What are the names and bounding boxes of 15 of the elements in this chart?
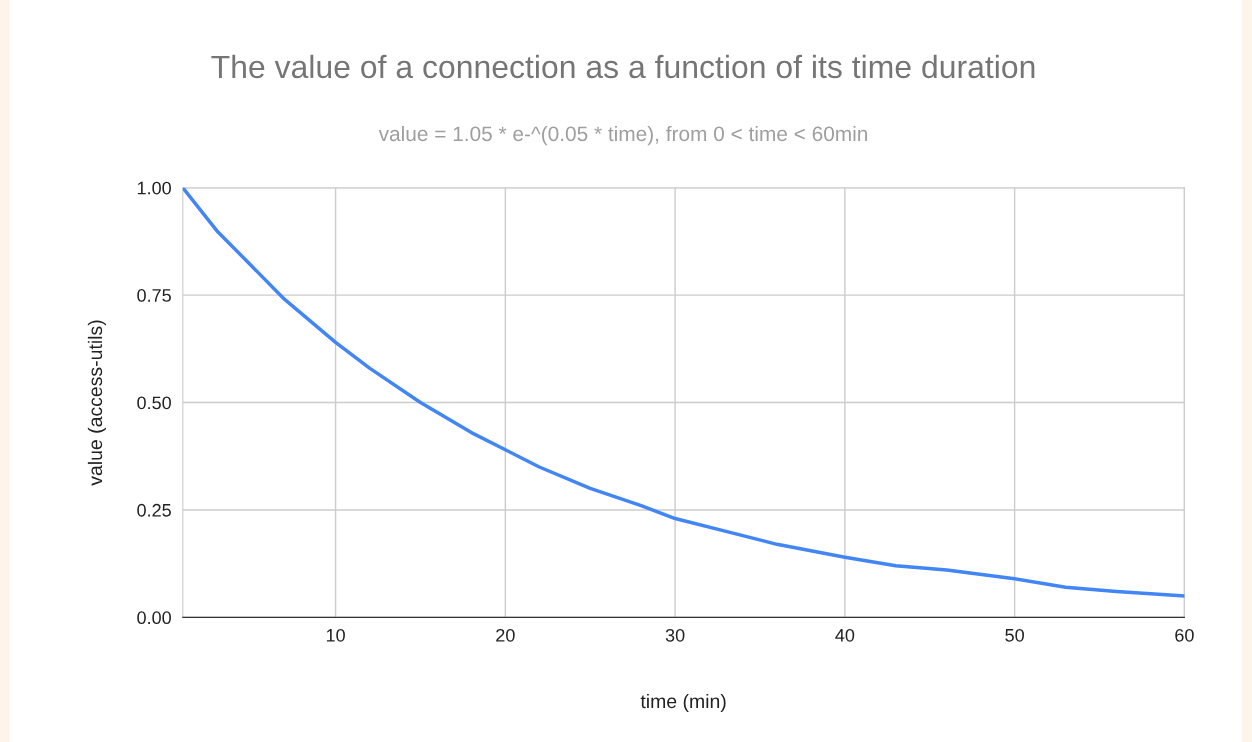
y-tick-label: 0.75 xyxy=(137,289,171,302)
y-tick-label: 0.00 xyxy=(137,611,171,625)
x-tick-label: 40 xyxy=(835,628,855,642)
y-tick-label: 0.50 xyxy=(137,396,171,410)
chart-title: The value of a connection as a function of its time duration xyxy=(211,54,1035,79)
x-tick-label: 50 xyxy=(1005,628,1024,642)
x-tick-label: 60 xyxy=(1175,628,1194,642)
x-axis-title: time (min) xyxy=(640,693,726,713)
chart-subtitle: value = 1.05 * e-^(0.05 * time), from 0 < time < 60min xyxy=(378,125,868,146)
y-tick-label: 0.25 xyxy=(137,503,171,517)
x-tick-label: 10 xyxy=(326,628,345,642)
y-tick-label: 1.00 xyxy=(137,181,171,195)
x-tick-label: 20 xyxy=(496,628,515,642)
x-tick-label: 30 xyxy=(665,628,685,642)
y-axis-title: value (access-utils) xyxy=(87,320,106,486)
